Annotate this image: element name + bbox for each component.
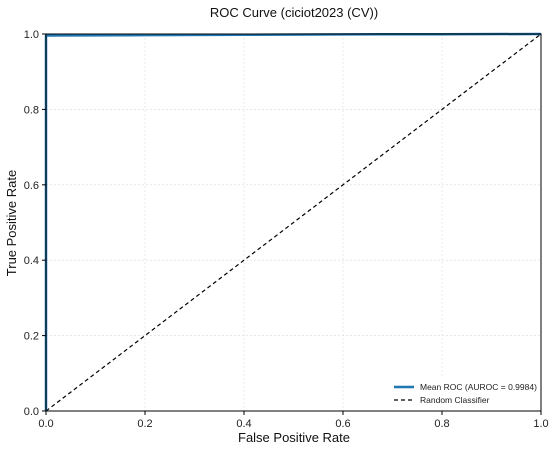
y-tick-label: 0.8 [24, 104, 39, 116]
x-tick-label: 0.4 [236, 418, 251, 430]
y-tick-label: 1.0 [24, 29, 39, 41]
y-tick-label: 0.6 [24, 180, 39, 192]
x-tick-label: 0.2 [137, 418, 152, 430]
x-axis-label: False Positive Rate [238, 430, 350, 445]
legend-label-mean-roc: Mean ROC (AUROC = 0.9984) [420, 382, 537, 392]
series-line-random-classifier [45, 33, 542, 412]
y-axis-ticks: 0.0 0.2 0.4 0.6 0.8 1.0 [24, 29, 46, 418]
x-axis-ticks: 0.0 0.2 0.4 0.6 0.8 1.0 [38, 411, 549, 430]
y-tick-label: 0.0 [24, 406, 39, 418]
legend: Mean ROC (AUROC = 0.9984) Random Classif… [388, 378, 537, 408]
x-tick-label: 0.8 [434, 418, 449, 430]
legend-box [388, 378, 537, 408]
x-tick-label: 0.0 [38, 418, 53, 430]
plot-frame [45, 33, 542, 412]
x-tick-label: 0.6 [335, 418, 350, 430]
y-tick-label: 0.4 [24, 255, 39, 267]
plot-area [44, 32, 542, 412]
x-tick-label: 1.0 [533, 418, 548, 430]
legend-label-random: Random Classifier [420, 395, 490, 405]
y-tick-label: 0.2 [24, 331, 39, 343]
chart-title: ROC Curve (ciciot2023 (CV)) [210, 5, 378, 20]
y-axis-label: True Positive Rate [4, 170, 19, 276]
